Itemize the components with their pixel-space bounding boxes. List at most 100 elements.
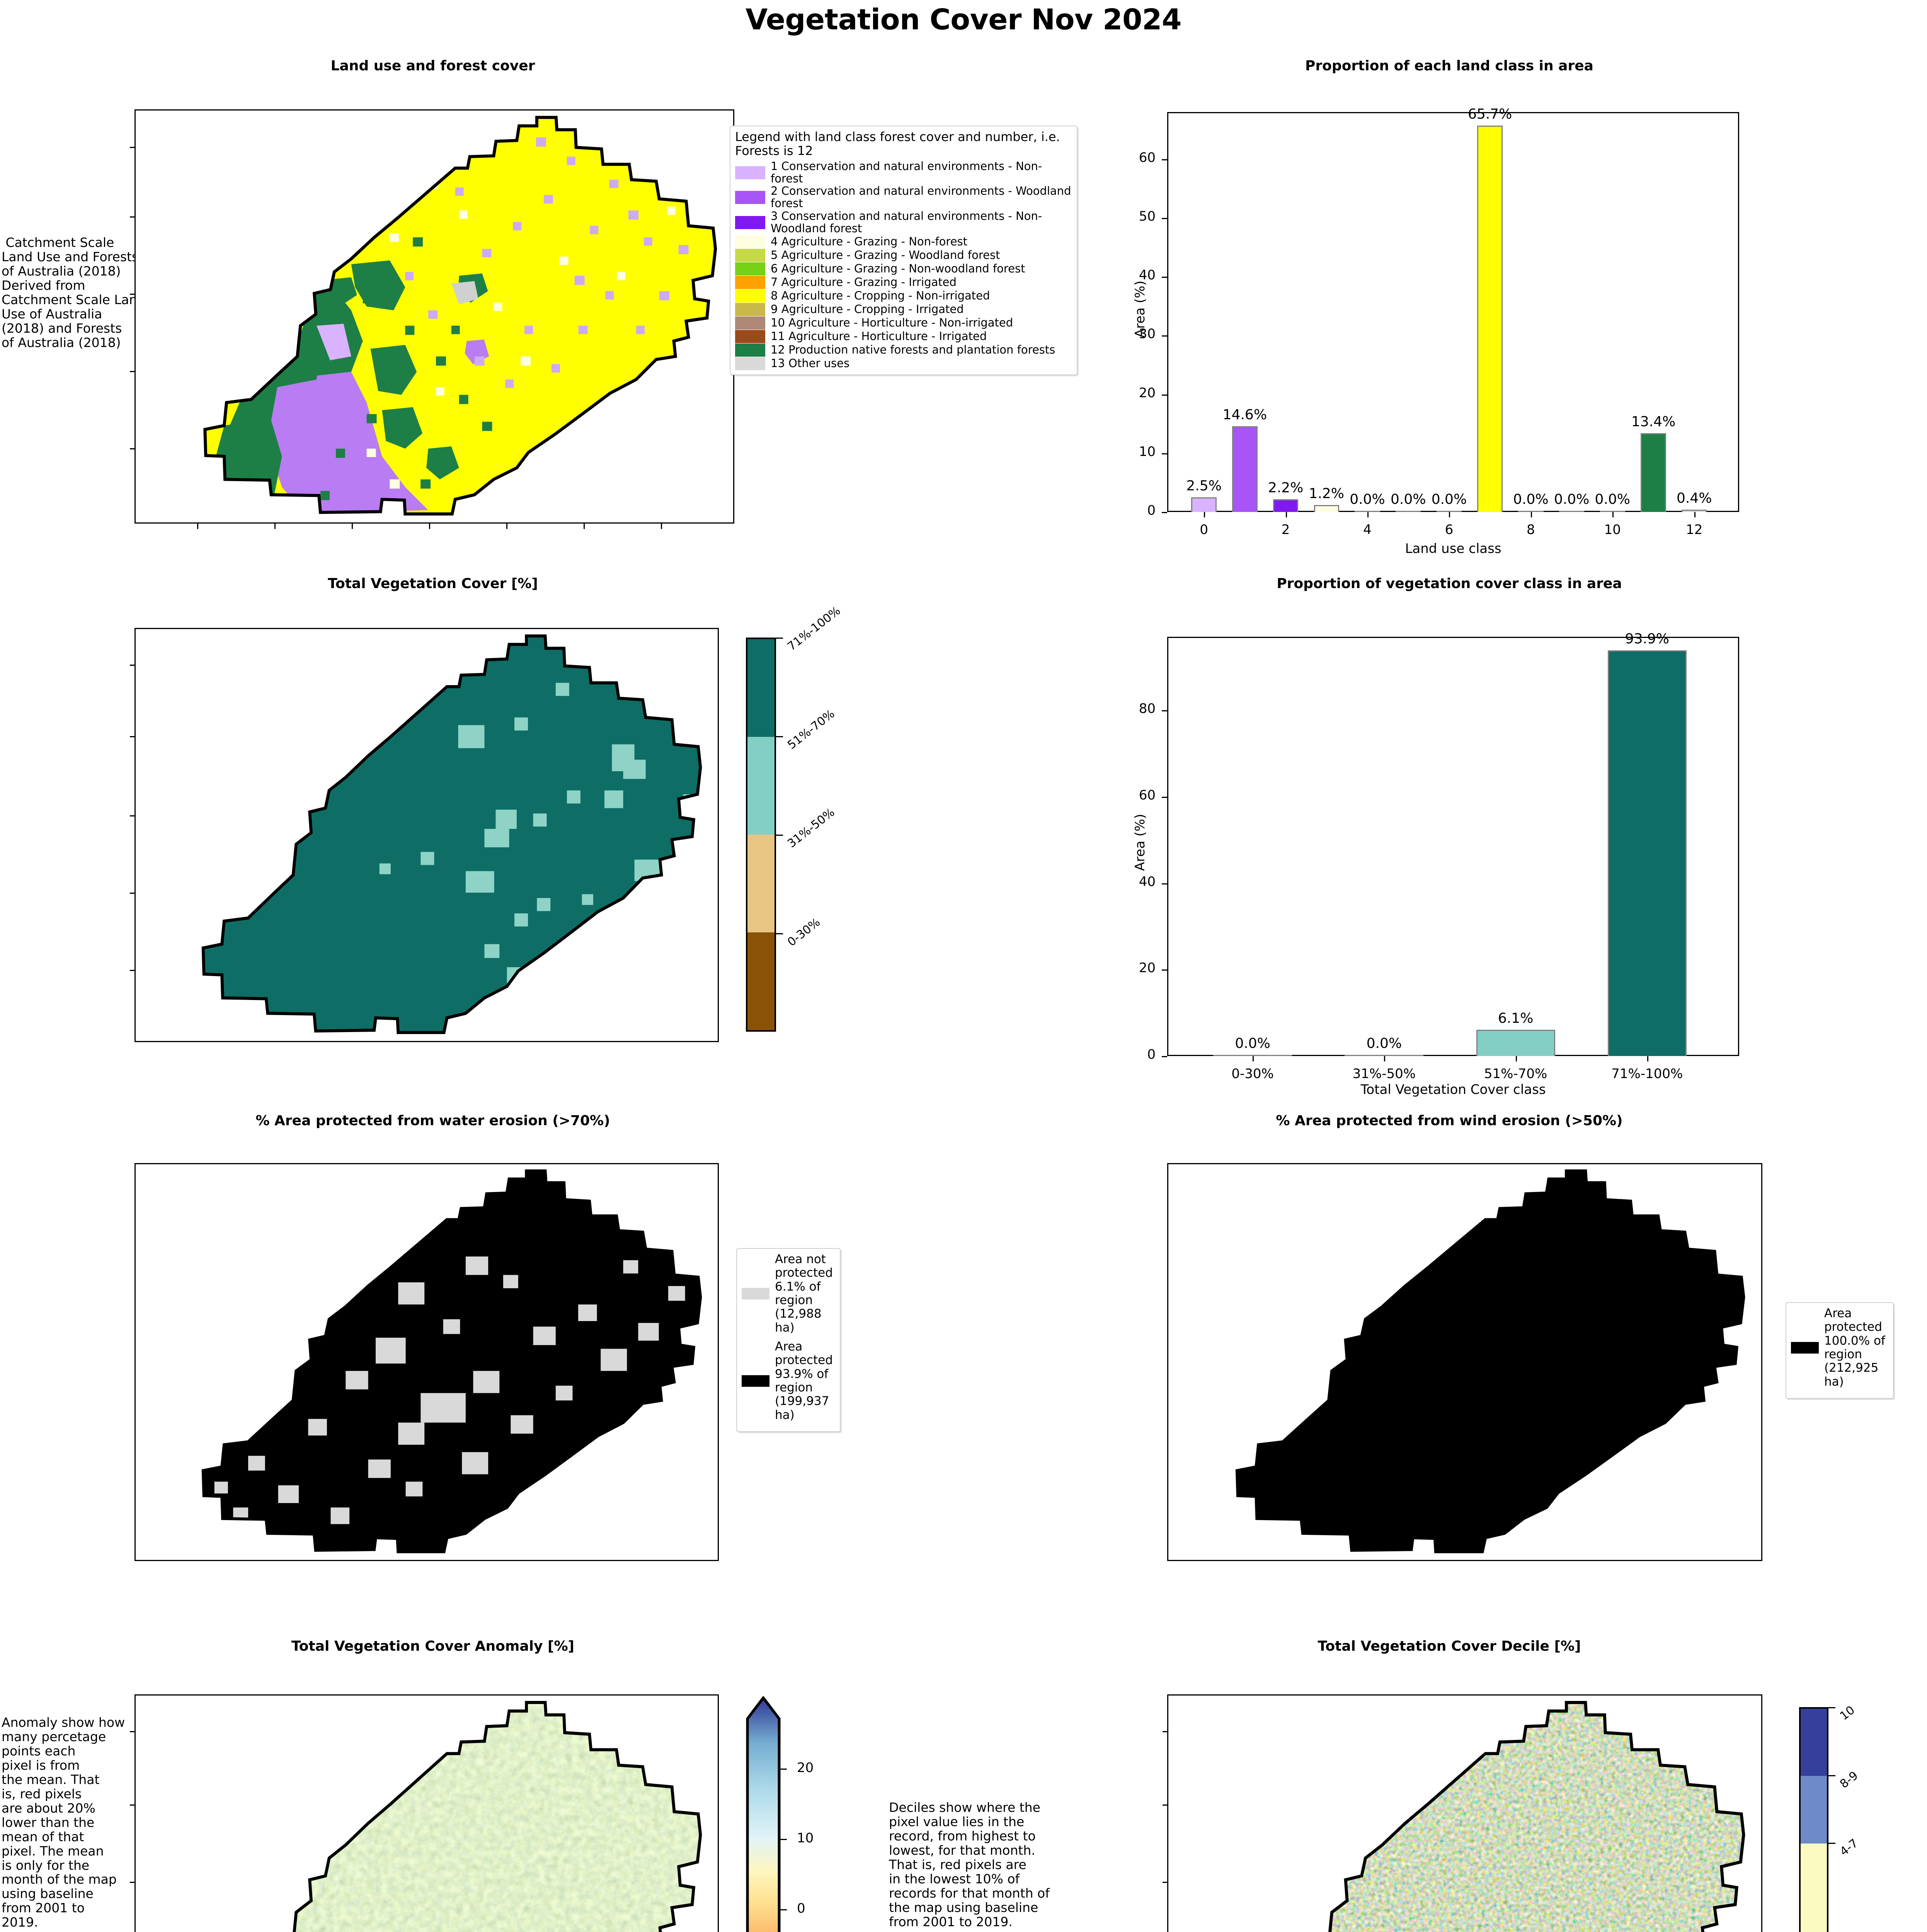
bar (1681, 509, 1707, 512)
colorbar-tick (776, 736, 783, 737)
wind-erosion-legend-item: Area protected 100.0% of region (212,925… (1791, 1306, 1888, 1389)
veg-colorbar (746, 638, 776, 1032)
x-tick-label: 6 (1445, 522, 1454, 537)
veg-map-axes (134, 628, 719, 1042)
bar-value-label: 13.4% (1631, 414, 1676, 430)
anomaly-colorbar-tick (780, 1839, 787, 1840)
landuse-legend-item: 3 Conservation and natural environments … (735, 210, 1072, 235)
wind-erosion-title: % Area protected from wind erosion (>50%… (1276, 1113, 1623, 1129)
bar-value-label: 0.0% (1554, 492, 1590, 507)
anomaly-colorbar-tick (780, 1769, 787, 1770)
colorbar-tick (1828, 1843, 1835, 1844)
decile-graphic (1168, 1696, 1761, 1932)
legend-item-label: 2 Conservation and natural environments … (771, 184, 1071, 210)
legend-swatch-icon (1791, 1342, 1819, 1354)
landuse-map-axes (134, 109, 734, 524)
map-tick (130, 665, 135, 666)
landuse-legend-item: 2 Conservation and natural environments … (735, 185, 1072, 210)
y-tick-label: 20 (1139, 385, 1156, 401)
decile-title: Total Vegetation Cover Decile [%] (1318, 1638, 1581, 1654)
y-tick-label: 60 (1139, 787, 1156, 803)
page-title: Vegetation Cover Nov 2024 (746, 3, 1181, 36)
anomaly-colorbar-graphic (746, 1696, 781, 1932)
wind-erosion-axes (1167, 1163, 1762, 1561)
veg-bar-xlabel: Total Vegetation Cover class (1360, 1082, 1546, 1097)
landuse-legend-item: 1 Conservation and natural environments … (735, 160, 1072, 185)
x-tick (1285, 512, 1287, 517)
bar-value-label: 0.0% (1235, 1036, 1270, 1051)
legend-item-label: 1 Conservation and natural environments … (771, 159, 1042, 185)
bar (1345, 1055, 1424, 1056)
anomaly-colorbar-tick (780, 1909, 787, 1911)
map-tick (1163, 1882, 1168, 1883)
x-tick (1647, 1056, 1648, 1061)
bar (1213, 1055, 1292, 1056)
landuse-bar-xlabel: Land use class (1405, 541, 1501, 556)
landuse-legend-item: 8 Agriculture - Cropping - Non-irrigated (735, 289, 1072, 303)
x-tick-label: 2 (1281, 522, 1290, 537)
landuse-map-title: Land use and forest cover (330, 58, 535, 74)
landuse-legend-title: Legend with land class forest cover and … (735, 129, 1060, 158)
landuse-legend-item: 4 Agriculture - Grazing - Non-forest (735, 235, 1072, 248)
legend-item-label: 7 Agriculture - Grazing - Irrigated (771, 276, 957, 289)
water-erosion-legend: Area not protected 6.1% of region (12,98… (736, 1248, 841, 1432)
bar (1355, 511, 1380, 512)
legend-item-label: 11 Agriculture - Horticulture - Irrigate… (771, 330, 987, 343)
colorbar-segment (747, 932, 775, 1030)
bar-value-label: 65.7% (1467, 106, 1512, 122)
bar-value-label: 0.0% (1513, 492, 1549, 507)
legend-swatch-icon (735, 262, 765, 276)
y-tick (1162, 453, 1167, 454)
colorbar-label: 8-9 (1837, 1769, 1861, 1791)
colorbar-segment (1801, 1843, 1827, 1932)
y-tick-label: 60 (1139, 150, 1156, 165)
map-tick (1163, 1731, 1168, 1732)
veg-bar-title: Proportion of vegetation cover class in … (1277, 576, 1622, 592)
legend-swatch-icon (735, 191, 765, 204)
bar-value-label: 0.0% (1350, 492, 1385, 507)
legend-swatch-icon (735, 166, 765, 179)
bar (1518, 511, 1544, 512)
bar-value-label: 14.6% (1222, 406, 1267, 423)
x-tick (1530, 512, 1532, 517)
legend-swatch-icon (735, 276, 765, 289)
legend-swatch-icon (735, 216, 765, 230)
bar (1476, 1029, 1555, 1056)
water-erosion-legend-item: Area protected 93.9% of region (199,937 … (742, 1340, 835, 1422)
landuse-legend-item: 7 Agriculture - Grazing - Irrigated (735, 276, 1072, 289)
legend-item-label: Area protected 100.0% of region (212,925… (1824, 1306, 1885, 1389)
anomaly-colorbar-tick-label: 10 (797, 1830, 814, 1846)
x-tick-label: 8 (1527, 522, 1535, 537)
map-tick (130, 815, 135, 816)
landuse-legend-item: 11 Agriculture - Horticulture - Irrigate… (735, 330, 1072, 343)
legend-swatch-icon (735, 303, 765, 316)
landuse-legend-item: 10 Agriculture - Horticulture - Non-irri… (735, 316, 1072, 330)
x-tick (1367, 512, 1369, 517)
water-erosion-graphic (136, 1164, 718, 1560)
legend-item-label: Area protected 93.9% of region (199,937 … (775, 1339, 833, 1422)
map-tick (661, 524, 662, 529)
decile-axes (1167, 1694, 1762, 1932)
landuse-legend-item: 6 Agriculture - Grazing - Non-woodland f… (735, 262, 1072, 276)
landuse-legend-item: 9 Agriculture - Cropping - Irrigated (735, 303, 1072, 316)
y-tick (1162, 1056, 1167, 1057)
bar-value-label: 0.4% (1676, 490, 1712, 506)
anomaly-graphic (136, 1696, 718, 1932)
y-tick (1162, 796, 1167, 798)
bar (1559, 511, 1585, 512)
legend-item-label: 8 Agriculture - Cropping - Non-irrigated (771, 289, 990, 303)
legend-item-label: 5 Agriculture - Grazing - Woodland fores… (771, 248, 1000, 262)
legend-swatch-icon (735, 316, 765, 330)
map-tick (130, 893, 135, 894)
bar (1436, 511, 1462, 512)
x-tick-label: 4 (1363, 522, 1372, 537)
x-tick-label: 10 (1604, 522, 1621, 537)
colorbar-tick (1828, 1775, 1835, 1776)
colorbar-segment (747, 639, 775, 737)
x-tick (1694, 512, 1695, 517)
map-tick (1163, 1804, 1168, 1806)
colorbar-segment (1801, 1776, 1827, 1844)
x-tick (1253, 1056, 1254, 1061)
map-tick (130, 371, 135, 372)
legend-item-label: 13 Other uses (771, 357, 850, 370)
